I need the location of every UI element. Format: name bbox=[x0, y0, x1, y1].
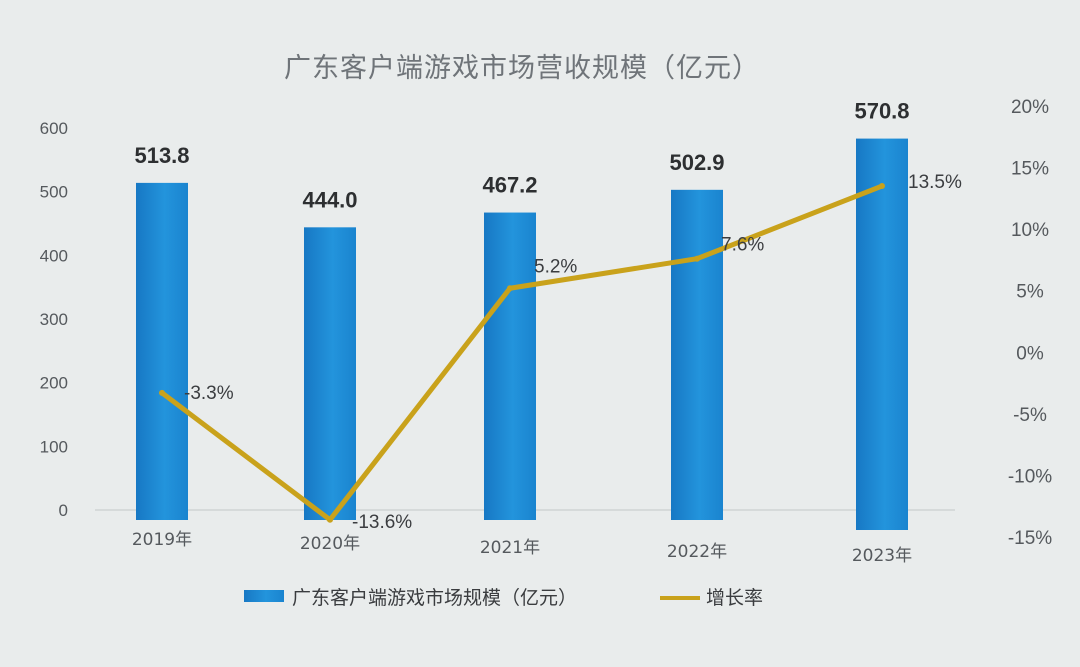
bar bbox=[671, 189, 723, 521]
right-tick-label: 5% bbox=[1016, 282, 1044, 303]
right-tick-label: -15% bbox=[1008, 528, 1052, 549]
growth-point bbox=[159, 389, 165, 396]
right-tick-label: -10% bbox=[1008, 466, 1052, 487]
left-tick-label: 300 bbox=[40, 310, 68, 329]
right-tick-label: 0% bbox=[1016, 343, 1044, 364]
left-tick-label: 200 bbox=[40, 374, 68, 393]
category-label: 2020年 bbox=[300, 534, 360, 554]
left-tick-label: 0 bbox=[59, 501, 68, 520]
bar-value-label: 467.2 bbox=[482, 173, 537, 198]
right-tick-label: 15% bbox=[1011, 159, 1049, 180]
bar-value-label: 444.0 bbox=[302, 187, 357, 212]
category-label: 2023年 bbox=[852, 546, 912, 566]
right-axis: -15% -10% -5% 0% 5% 10% 15% 20% bbox=[1008, 97, 1052, 549]
right-tick-label: 10% bbox=[1011, 220, 1049, 241]
growth-value-label: 13.5% bbox=[908, 172, 962, 193]
right-tick-label: 20% bbox=[1011, 97, 1049, 118]
growth-point bbox=[507, 285, 513, 292]
growth-value-label: 5.2% bbox=[534, 256, 577, 277]
bar bbox=[856, 138, 908, 530]
category-axis-labels: 2019年 2020年 2021年 2022年 2023年 bbox=[132, 530, 912, 566]
bar-value-label: 502.9 bbox=[669, 150, 724, 175]
bar-series bbox=[136, 138, 908, 530]
growth-value-label: -3.3% bbox=[184, 383, 234, 404]
category-label: 2019年 bbox=[132, 530, 192, 550]
left-tick-label: 500 bbox=[40, 183, 68, 202]
legend: 广东客户端游戏市场规模（亿元） 增长率 bbox=[244, 587, 763, 609]
legend-line-label: 增长率 bbox=[706, 587, 763, 609]
category-label: 2022年 bbox=[667, 542, 727, 562]
bar bbox=[484, 212, 536, 521]
bar-value-labels: 513.8 444.0 467.2 502.9 570.8 bbox=[134, 99, 909, 213]
legend-bar-swatch bbox=[244, 590, 284, 602]
left-tick-label: 400 bbox=[40, 246, 68, 265]
bar-value-label: 513.8 bbox=[134, 143, 189, 168]
right-tick-label: -5% bbox=[1013, 405, 1047, 426]
category-label: 2021年 bbox=[480, 538, 540, 558]
left-tick-label: 600 bbox=[40, 119, 68, 138]
growth-line-series bbox=[159, 183, 885, 523]
bar-value-label: 570.8 bbox=[854, 99, 909, 124]
chart-title: 广东客户端游戏市场营收规模（亿元） bbox=[284, 53, 760, 84]
growth-point bbox=[694, 255, 700, 262]
growth-value-label: -13.6% bbox=[352, 512, 412, 533]
legend-bar-label: 广东客户端游戏市场规模（亿元） bbox=[292, 587, 577, 609]
left-axis: 0 100 200 300 400 500 600 bbox=[40, 119, 68, 520]
bar bbox=[304, 227, 356, 520]
growth-value-labels: -3.3% -13.6% 5.2% 7.6% 13.5% bbox=[184, 172, 962, 533]
bar bbox=[136, 182, 188, 520]
growth-value-label: 7.6% bbox=[721, 235, 764, 256]
left-tick-label: 100 bbox=[40, 437, 68, 456]
growth-point bbox=[327, 516, 333, 523]
growth-point bbox=[879, 183, 885, 190]
